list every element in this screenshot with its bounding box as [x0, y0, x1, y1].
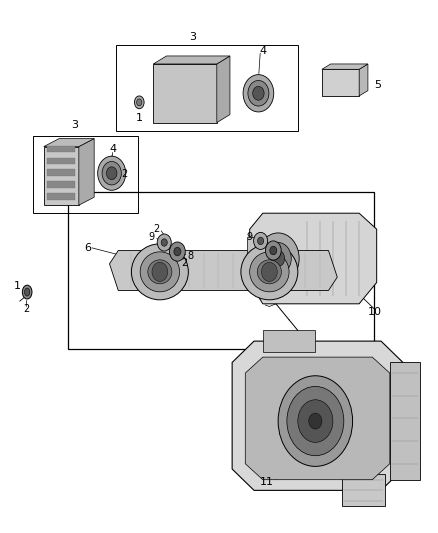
Ellipse shape	[134, 96, 144, 109]
Circle shape	[309, 413, 322, 429]
Polygon shape	[322, 64, 368, 69]
Circle shape	[257, 233, 299, 284]
Ellipse shape	[257, 260, 281, 284]
Polygon shape	[79, 139, 94, 205]
FancyBboxPatch shape	[47, 169, 75, 176]
Circle shape	[261, 262, 277, 281]
Polygon shape	[153, 64, 217, 123]
Ellipse shape	[131, 244, 188, 300]
Circle shape	[102, 161, 121, 185]
Text: 3: 3	[71, 120, 78, 130]
Circle shape	[98, 156, 126, 190]
FancyBboxPatch shape	[47, 158, 75, 164]
Polygon shape	[322, 69, 359, 96]
Polygon shape	[250, 213, 377, 304]
Text: 2: 2	[122, 169, 128, 179]
Text: 2: 2	[182, 258, 188, 268]
Polygon shape	[153, 56, 230, 64]
Text: 2: 2	[154, 224, 160, 234]
Circle shape	[106, 167, 117, 180]
Ellipse shape	[25, 288, 30, 296]
Text: 8: 8	[281, 248, 287, 258]
Circle shape	[161, 239, 167, 246]
Ellipse shape	[241, 244, 298, 300]
Polygon shape	[390, 362, 420, 480]
Circle shape	[253, 86, 264, 100]
Ellipse shape	[22, 285, 32, 299]
Circle shape	[265, 241, 281, 260]
FancyBboxPatch shape	[247, 237, 258, 290]
Ellipse shape	[250, 252, 289, 292]
Circle shape	[254, 232, 268, 249]
Ellipse shape	[137, 99, 142, 106]
Polygon shape	[110, 251, 337, 290]
Circle shape	[270, 246, 277, 255]
Polygon shape	[232, 341, 403, 490]
Ellipse shape	[140, 252, 180, 292]
Circle shape	[265, 243, 291, 274]
Circle shape	[258, 237, 264, 245]
FancyBboxPatch shape	[47, 181, 75, 188]
Circle shape	[272, 251, 285, 266]
FancyBboxPatch shape	[47, 193, 75, 200]
Text: 1: 1	[136, 114, 143, 123]
Text: 6: 6	[84, 243, 91, 253]
Text: 11: 11	[260, 478, 274, 487]
Text: 4: 4	[259, 46, 266, 55]
FancyBboxPatch shape	[342, 474, 385, 506]
Text: 9: 9	[247, 232, 253, 242]
Polygon shape	[263, 330, 315, 352]
Text: 9: 9	[148, 232, 154, 242]
Polygon shape	[44, 147, 79, 205]
Polygon shape	[217, 56, 230, 123]
Circle shape	[287, 386, 344, 456]
Circle shape	[278, 376, 353, 466]
Circle shape	[248, 80, 269, 106]
Polygon shape	[44, 139, 94, 147]
Text: 2: 2	[23, 304, 29, 314]
Ellipse shape	[148, 260, 172, 284]
Text: 5: 5	[374, 80, 381, 90]
Text: 1: 1	[14, 281, 21, 291]
Text: 3: 3	[189, 33, 196, 42]
Circle shape	[174, 247, 181, 256]
Text: 8: 8	[187, 251, 194, 261]
FancyBboxPatch shape	[47, 146, 75, 152]
Text: 10: 10	[367, 307, 381, 317]
Polygon shape	[245, 357, 390, 480]
Circle shape	[157, 234, 171, 251]
Circle shape	[298, 400, 333, 442]
Circle shape	[243, 75, 274, 112]
Polygon shape	[359, 64, 368, 96]
Circle shape	[170, 242, 185, 261]
Text: 4: 4	[109, 144, 116, 154]
Circle shape	[152, 262, 168, 281]
